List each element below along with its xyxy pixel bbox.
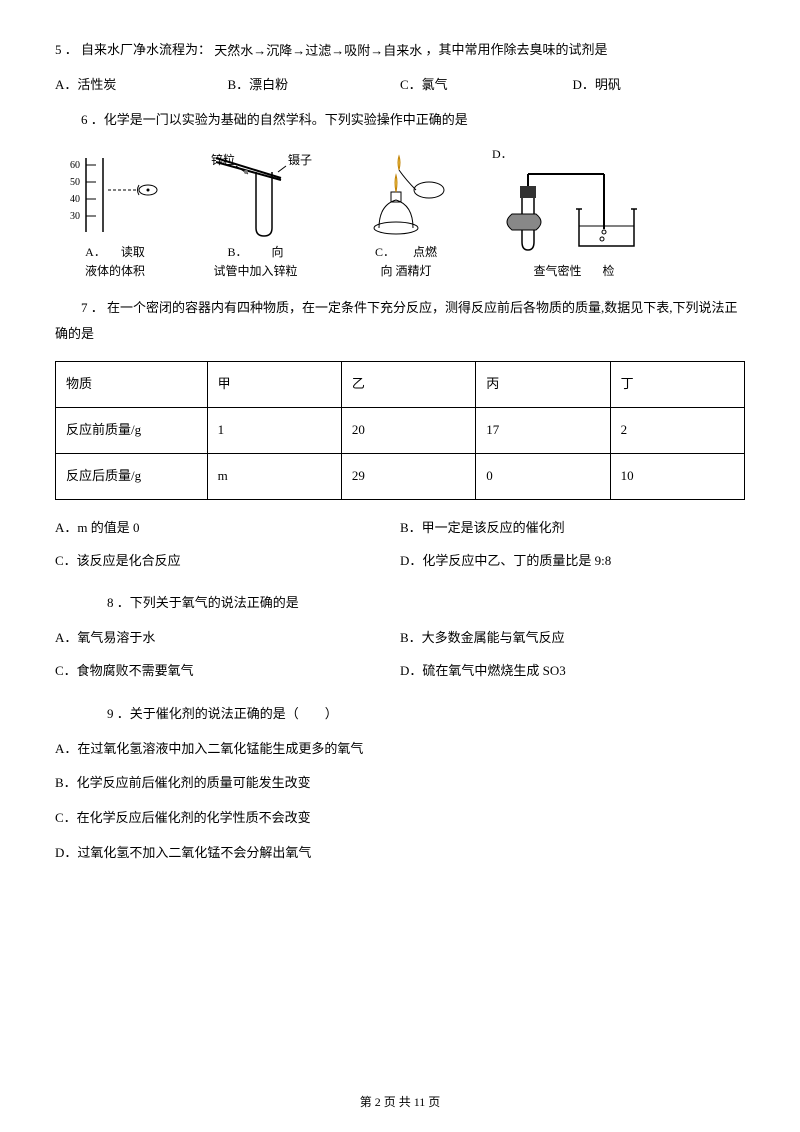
q6-c-cap1: 点燃 [413,245,437,259]
q9-opt-c: C．在化学反应后催化剂的化学性质不会改变 [55,808,745,829]
td: 17 [476,408,610,454]
q5-opt-d: D．明矾 [573,75,746,96]
q7-table: 物质 甲 乙 丙 丁 反应前质量/g 1 20 17 2 反应后质量/g m 2… [55,361,745,499]
q6-a-cap2: 液体的体积 [55,262,175,281]
lamp-icon [351,150,461,240]
q6-a-cap1: 读取 [121,245,145,259]
td: 反应前质量/g [56,408,208,454]
svg-text:60: 60 [70,160,80,171]
testtube-icon: 锌粒 镊子 [186,150,326,240]
svg-text:50: 50 [70,177,80,188]
q8-opt-c: C．食物腐败不需要氧气 [55,661,400,682]
th: 丁 [610,362,744,408]
q6-figures: 60 50 40 30 A． 读取 液体的体积 锌粒 镊子 B． 向 试管中加入… [55,145,745,281]
q7-options: A．m 的值是 0 B．甲一定是该反应的催化剂 C．该反应是化合反应 D．化学反… [55,518,745,584]
q6-stem: 6 ．化学是一门以实验为基础的自然学科。下列实验操作中正确的是 [55,110,745,131]
svg-text:40: 40 [70,194,80,205]
q6-fig-d: D． 查气密性 检 [484,145,664,281]
td: 1 [207,408,341,454]
q9-opt-a: A．在过氧化氢溶液中加入二氧化锰能生成更多的氧气 [55,739,745,760]
q5-opt-c: C．氯气 [400,75,573,96]
q8-opt-a: A．氧气易溶于水 [55,628,400,649]
q7-opt-b: B．甲一定是该反应的催化剂 [400,518,745,539]
q9-options: A．在过氧化氢溶液中加入二氧化锰能生成更多的氧气 B．化学反应前后催化剂的质量可… [55,739,745,864]
svg-text:镊子: 镊子 [288,153,312,167]
th: 甲 [207,362,341,408]
td: 10 [610,453,744,499]
td: 2 [610,408,744,454]
q7-opt-d: D．化学反应中乙、丁的质量比是 9:8 [400,551,745,572]
q5-opt-b: B．漂白粉 [228,75,401,96]
q7-stem: 7 ． 在一个密闭的容器内有四种物质，在一定条件下充分反应，测得反应前后各物质的… [55,295,745,347]
q6-fig-a: 60 50 40 30 A． 读取 液体的体积 [55,150,175,281]
q9-opt-b: B．化学反应前后催化剂的质量可能发生改变 [55,773,745,794]
q5-options: A．活性炭 B．漂白粉 C．氯气 D．明矾 [55,75,745,96]
table-row: 反应前质量/g 1 20 17 2 [56,408,745,454]
q6-c-label: C． [375,245,395,259]
cylinder-icon: 60 50 40 30 [68,150,163,240]
q6-a-label: A． [85,245,106,259]
q5-before: 自来水厂净水流程为： [81,42,211,57]
q7-opt-c: C．该反应是化合反应 [55,551,400,572]
q6-d-cap2: 查气密性 [533,264,581,278]
q7-opt-a: A．m 的值是 0 [55,518,400,539]
td: 0 [476,453,610,499]
th: 物质 [56,362,208,408]
td: m [207,453,341,499]
page-footer: 第 2 页 共 11 页 [0,1093,800,1112]
q6-b-label: B． [227,245,247,259]
q6-d-label: D． [492,145,664,164]
td: 20 [341,408,475,454]
q9-stem: 9 ．关于催化剂的说法正确的是（ ） [55,704,745,725]
q9-opt-d: D．过氧化氢不加入二氧化锰不会分解出氧气 [55,843,745,864]
q6-fig-c: C． 点燃 向 酒精灯 [336,150,476,281]
q5-num: 5 ． [55,42,78,57]
q5-after: ，其中常用作除去臭味的试剂是 [426,42,608,57]
svg-text:30: 30 [70,211,80,222]
td: 反应后质量/g [56,453,208,499]
q5-stem: 5 ． 自来水厂净水流程为： 天然水→沉降→过滤→吸附→自来水 ，其中常用作除去… [55,40,745,61]
q8-options: A．氧气易溶于水 B．大多数金属能与氧气反应 C．食物腐败不需要氧气 D．硫在氧… [55,628,745,694]
table-row: 反应后质量/g m 29 0 10 [56,453,745,499]
airtight-icon [494,164,654,259]
td: 29 [341,453,475,499]
q6-d-cap1: 检 [603,264,615,278]
q8-stem: 8 ．下列关于氧气的说法正确的是 [55,593,745,614]
q6-c-cap2: 向 酒精灯 [336,262,476,281]
q5-flow: 天然水→沉降→过滤→吸附→自来水 [214,41,422,62]
q8-opt-d: D．硫在氧气中燃烧生成 SO3 [400,661,745,682]
q8-opt-b: B．大多数金属能与氧气反应 [400,628,745,649]
q6-fig-b: 锌粒 镊子 B． 向 试管中加入锌粒 [183,150,328,281]
q5-opt-a: A．活性炭 [55,75,228,96]
th: 丙 [476,362,610,408]
table-row: 物质 甲 乙 丙 丁 [56,362,745,408]
th: 乙 [341,362,475,408]
